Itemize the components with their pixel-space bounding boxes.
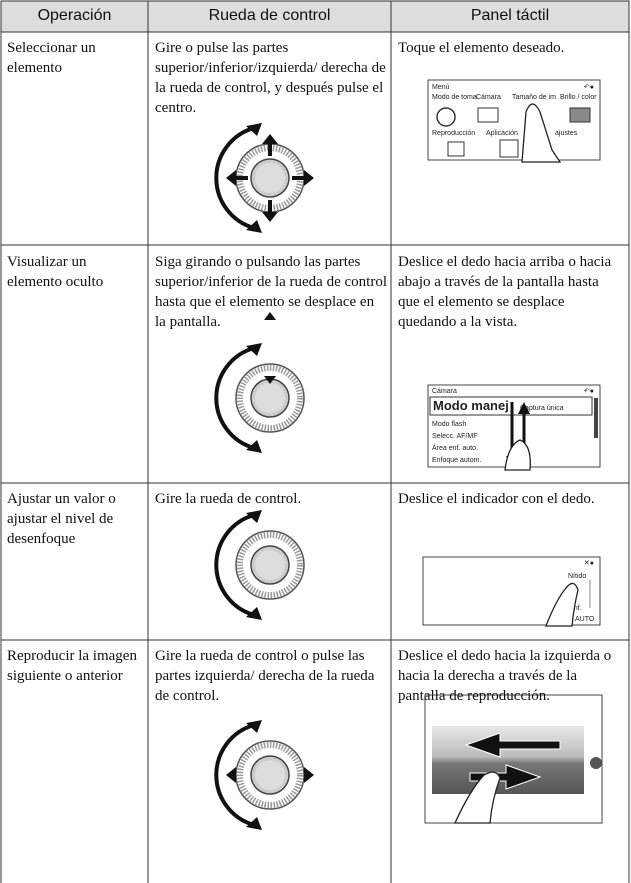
- screen-text: Aplicación: [486, 130, 518, 137]
- control-wheel: [216, 510, 304, 620]
- screen-text: Modo flash: [432, 421, 466, 428]
- wheel-cell: Gire la rueda de control.: [155, 491, 302, 507]
- screen-text: Nítido: [568, 573, 586, 580]
- screen-text: Área enf. auto.: [432, 443, 478, 452]
- control-wheel: [216, 343, 304, 453]
- screen-text: Cámara: [432, 388, 457, 395]
- touch-cell: Deslice el dedo hacia la izquierda o hac…: [398, 648, 612, 704]
- touch-cell: Toque el elemento deseado.: [398, 40, 565, 56]
- wheel-cell: Gire la rueda de control o pulse las par…: [155, 648, 375, 704]
- screen-text: ajustes: [555, 130, 578, 137]
- svg-text:↶●: ↶●: [584, 388, 594, 395]
- wheel-arrow: [226, 767, 236, 783]
- header-bg: [0, 0, 630, 33]
- screen-text: AUTO: [575, 616, 595, 623]
- svg-text:↶●: ↶●: [584, 84, 594, 91]
- wheel-arrow: [264, 312, 276, 320]
- operation-cell: Reproducir la imagen siguiente o anterio…: [7, 648, 137, 684]
- wheel-arrow: [304, 767, 314, 783]
- screen-text: Captura única: [520, 405, 564, 412]
- svg-text:✕●: ✕●: [584, 560, 594, 567]
- wheel-arrow: [264, 376, 276, 384]
- wheel-cell: Gire o pulse las partes superior/inferio…: [155, 40, 386, 116]
- screen-text: Brillo / color: [560, 94, 597, 101]
- screen-text: Menú: [432, 84, 450, 91]
- playback-screen: [424, 694, 603, 824]
- screen-text: enf.: [570, 605, 582, 612]
- menu-screen: Menú ↶● Modo de toma Cámara Tamaño de im…: [427, 79, 601, 163]
- screen-text: Selecc. AF/MF: [432, 433, 478, 440]
- slider-screen: ✕● Nítido enf. AUTO: [422, 556, 601, 627]
- screen-text: Reproducción: [432, 130, 475, 137]
- list-screen: Cámara ↶● Modo manej Captura única Modo …: [427, 384, 601, 471]
- screen-text: Modo manej: [433, 398, 509, 413]
- operation-cell: Visualizar un elemento oculto: [7, 254, 104, 290]
- header-cell: Panel táctil: [470, 7, 550, 24]
- touch-cell: Deslice el indicador con el dedo.: [398, 491, 595, 507]
- operation-cell: Ajustar un valor o ajustar el nivel de d…: [7, 491, 116, 547]
- header-cell: Operación: [37, 7, 112, 24]
- screen-text: Modo de toma: [432, 94, 477, 101]
- wheel-cell: Siga girando o pulsando las partes super…: [155, 254, 387, 330]
- operation-cell: Seleccionar un elemento: [7, 40, 96, 76]
- screen-text: Cámara: [476, 94, 501, 101]
- screen-text: Enfoque autom.: [432, 457, 481, 464]
- screen-text: Tamaño de im: [512, 94, 556, 101]
- touch-cell: Deslice el dedo hacia arriba o hacia aba…: [398, 254, 612, 330]
- header-cell: Rueda de control: [208, 7, 331, 24]
